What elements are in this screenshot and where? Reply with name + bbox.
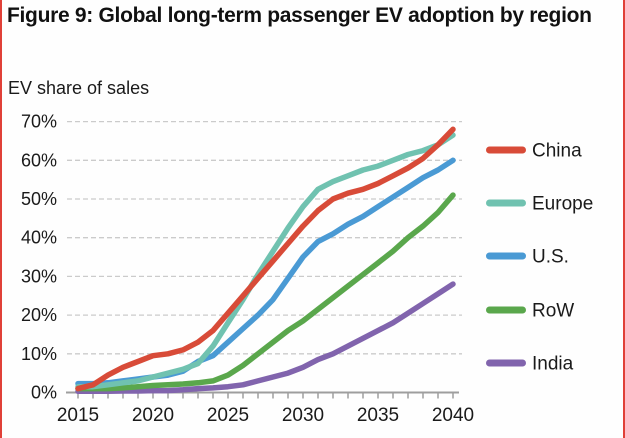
x-tick-label: 2015 bbox=[57, 405, 99, 426]
x-tick-label: 2040 bbox=[432, 405, 474, 426]
series-line-europe bbox=[75, 132, 456, 390]
legend: China Europe U.S. RoW India bbox=[486, 141, 593, 375]
x-tick-label: 2025 bbox=[207, 405, 249, 426]
legend-label-row: RoW bbox=[532, 301, 574, 322]
y-axis-labels: 0% 10% 20% 30% 40% 50% 60% 70% bbox=[21, 112, 57, 403]
legend-swatch-china bbox=[486, 146, 526, 154]
series-line-china bbox=[75, 126, 456, 392]
y-tick-label: 60% bbox=[21, 150, 57, 170]
y-tick-label: 20% bbox=[21, 305, 57, 325]
x-tick-label: 2035 bbox=[357, 405, 399, 426]
legend-swatch-europe bbox=[486, 199, 526, 207]
legend-swatch-row bbox=[486, 306, 526, 314]
legend-label-us: U.S. bbox=[532, 247, 569, 268]
series-line-india bbox=[75, 281, 456, 395]
x-tick-label: 2020 bbox=[132, 405, 174, 426]
series-line-row bbox=[75, 192, 456, 392]
y-tick-label: 40% bbox=[21, 228, 57, 248]
left-red-edge bbox=[0, 0, 2, 438]
series-lines bbox=[75, 126, 456, 395]
y-tick-label: 30% bbox=[21, 266, 57, 286]
legend-label-europe: Europe bbox=[532, 194, 593, 215]
y-tick-label: 10% bbox=[21, 344, 57, 364]
legend-label-india: India bbox=[532, 354, 574, 375]
y-axis-title: EV share of sales bbox=[8, 78, 150, 98]
legend-swatch-india bbox=[486, 359, 526, 367]
y-tick-label: 50% bbox=[21, 189, 57, 209]
figure-title: Figure 9: Global long-term passenger EV … bbox=[7, 4, 592, 27]
y-tick-label: 70% bbox=[21, 112, 57, 132]
legend-swatch-us bbox=[486, 252, 526, 260]
right-red-edge bbox=[623, 0, 625, 438]
y-tick-label: 0% bbox=[31, 383, 57, 403]
x-tick-label: 2030 bbox=[282, 405, 324, 426]
legend-label-china: China bbox=[532, 141, 582, 162]
x-axis: 2015 2020 2025 2030 2035 2040 bbox=[57, 391, 474, 426]
